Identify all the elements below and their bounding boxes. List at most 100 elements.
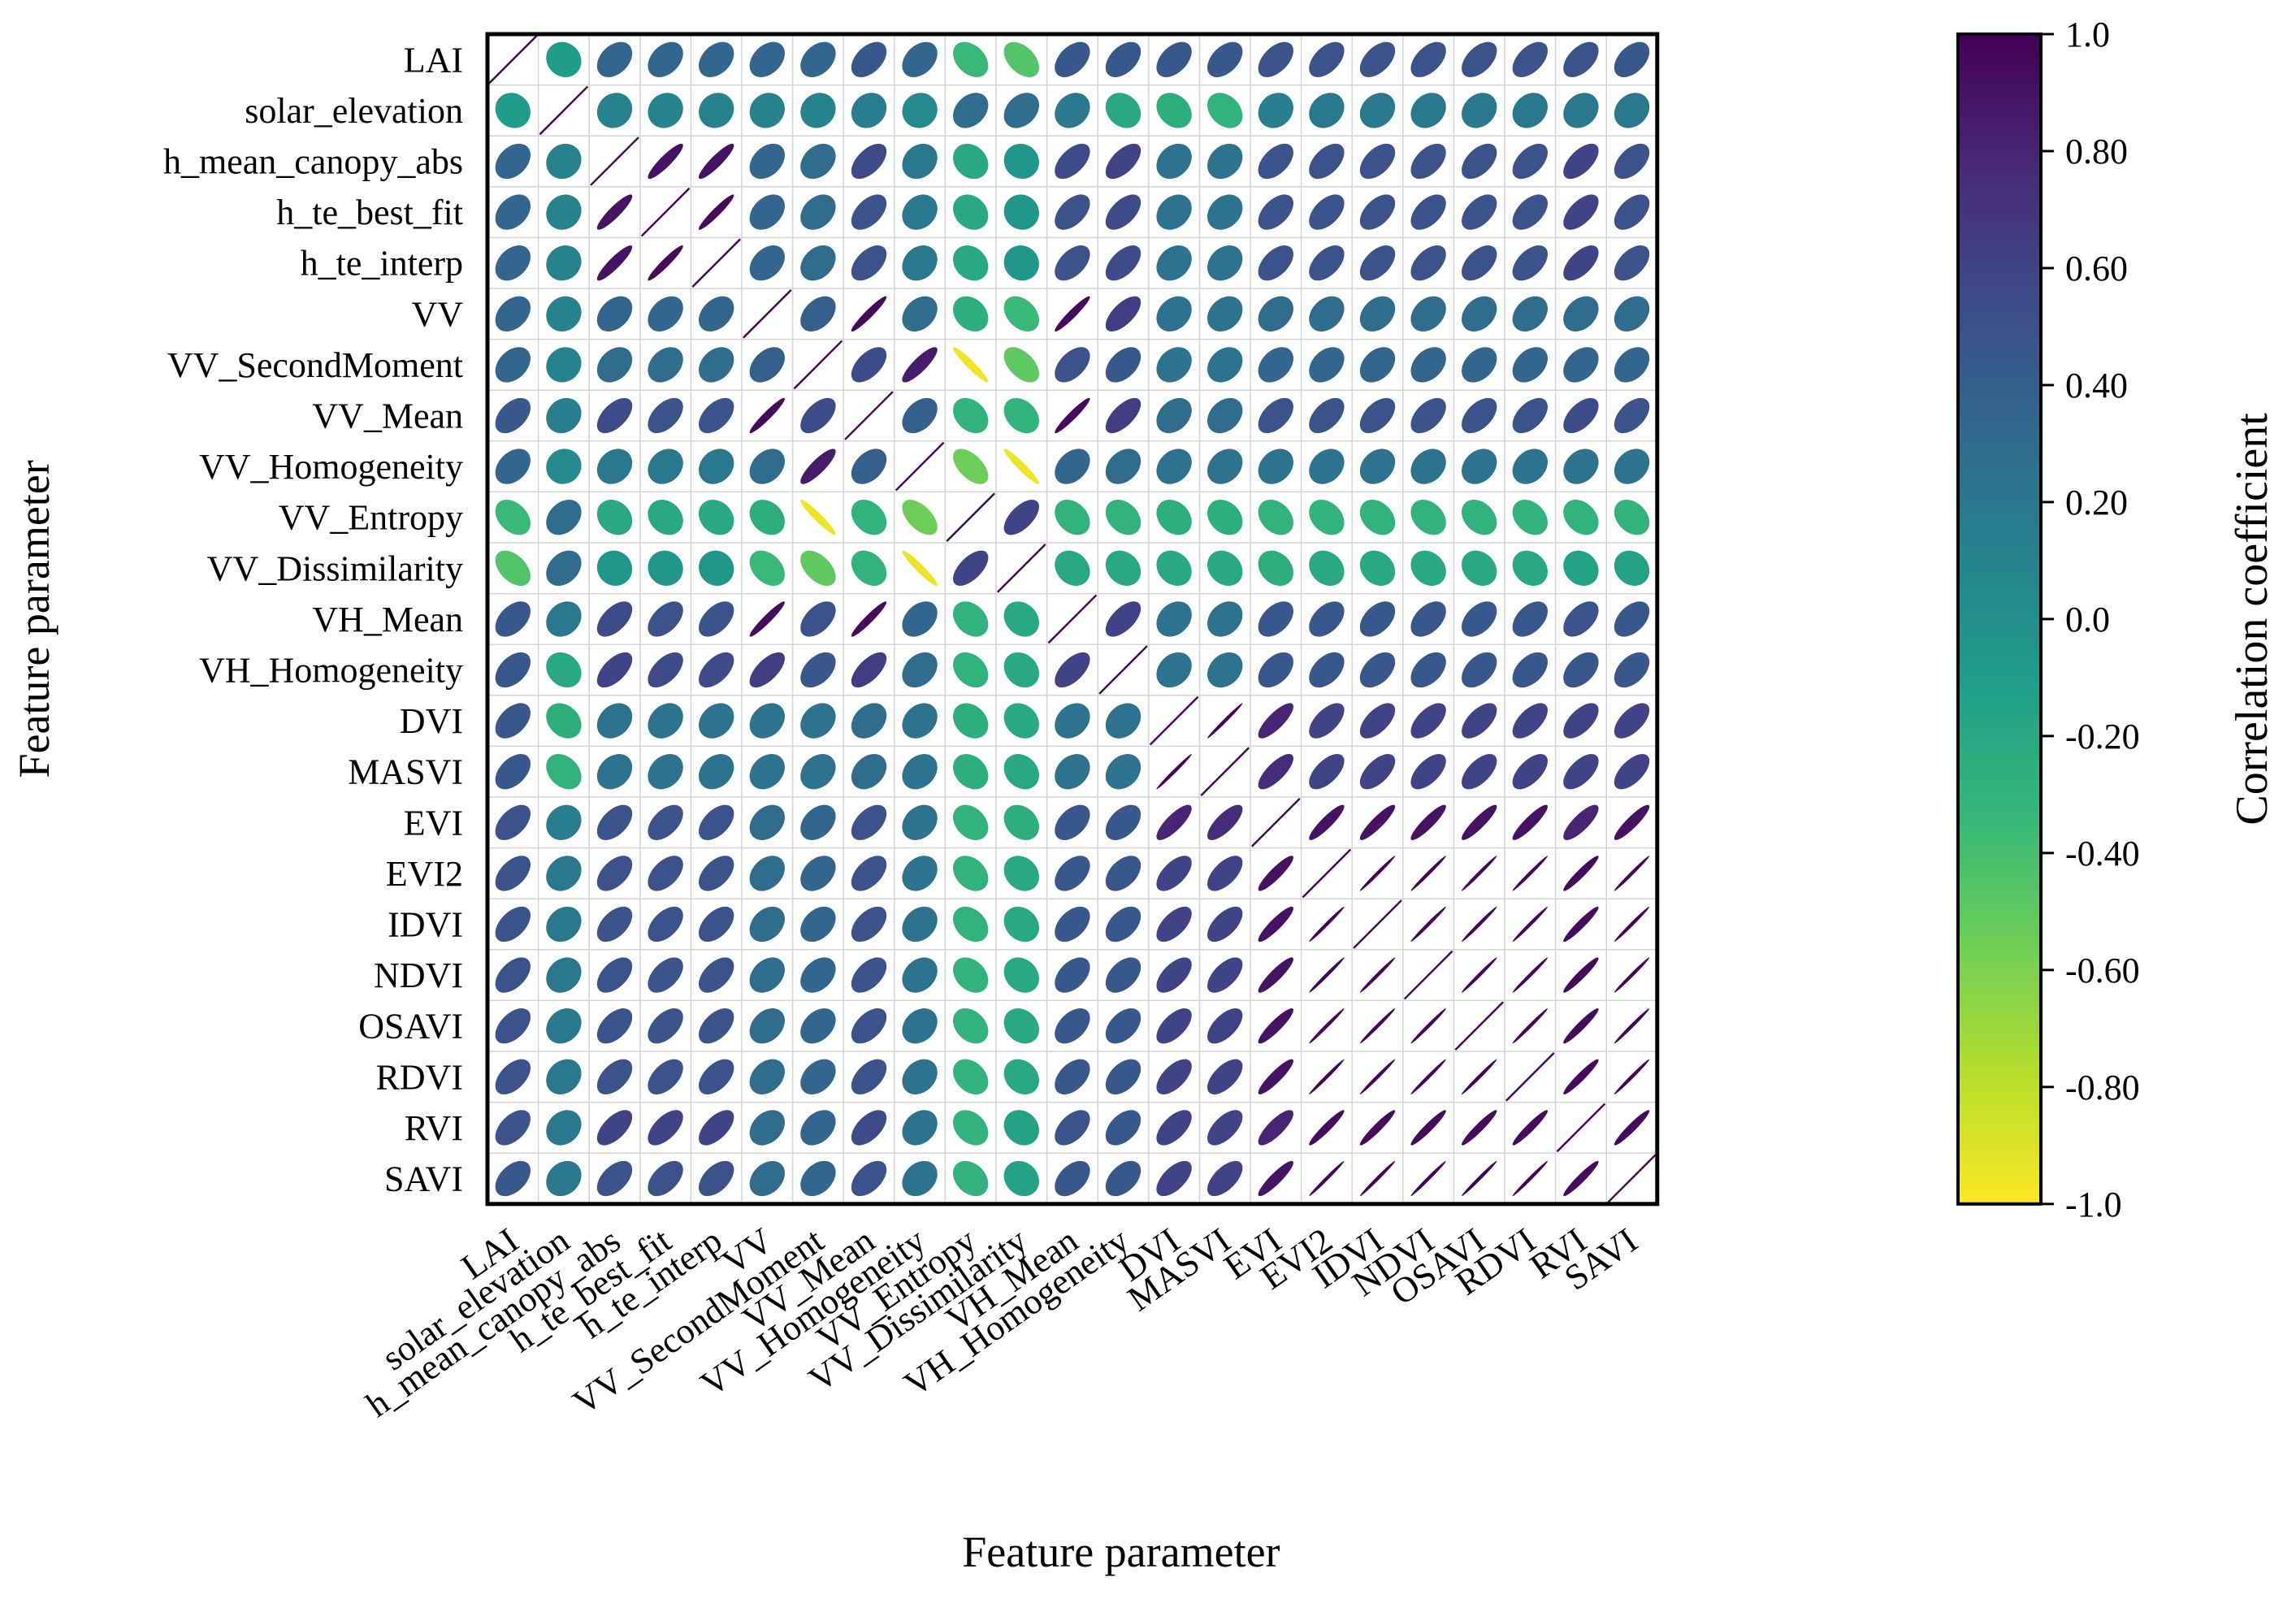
matrix-cell-VV_Homogeneity-solar_elevation	[546, 448, 582, 484]
matrix-cell-solar_elevation-NDVI	[1410, 93, 1446, 128]
matrix-cell-VV_Homogeneity-VV	[749, 448, 785, 484]
matrix-cell-MASVI-VV_Mean	[851, 754, 887, 790]
matrix-cell-RVI-RVI	[1556, 1103, 1606, 1153]
matrix-cell-OSAVI-RVI	[1563, 1008, 1599, 1044]
matrix-cell-VV-RVI	[1563, 296, 1599, 332]
matrix-cell-VV-h_te_interp	[699, 296, 734, 332]
matrix-cell-LAI-MASVI	[1207, 41, 1243, 77]
matrix-cell-VV_Entropy-DVI	[1156, 500, 1192, 535]
matrix-cell-VV-EVI2	[1309, 296, 1345, 332]
matrix-cell-MASVI-solar_elevation	[546, 754, 582, 790]
matrix-cell-VV_Dissimilarity-VH_Homogeneity	[1105, 550, 1142, 586]
matrix-cell-DVI-OSAVI	[1462, 703, 1497, 739]
matrix-cell-VV_Homogeneity-MASVI	[1207, 448, 1243, 484]
matrix-cell-h_te_best_fit-RVI	[1563, 194, 1599, 230]
matrix-cell-VV_Mean-IDVI	[1359, 397, 1396, 434]
matrix-cell-NDVI-EVI	[1258, 957, 1293, 993]
matrix-cell-h_te_best_fit-EVI	[1258, 194, 1293, 230]
matrix-cell-EVI2-IDVI	[1359, 856, 1396, 891]
matrix-cell-VV_Mean-EVI	[1258, 397, 1293, 434]
matrix-cell-solar_elevation-VH_Mean	[1055, 93, 1090, 128]
matrix-cell-VH_Homogeneity-OSAVI	[1462, 652, 1497, 688]
matrix-cell-LAI-solar_elevation	[546, 41, 582, 77]
matrix-cell-h_te_best_fit-EVI2	[1309, 194, 1345, 230]
matrix-cell-RVI-h_te_interp	[699, 1110, 734, 1146]
matrix-cell-MASVI-LAI	[495, 754, 531, 790]
matrix-cell-RDVI-RDVI	[1505, 1052, 1555, 1102]
matrix-cell-VV_Mean-LAI	[495, 397, 531, 434]
matrix-cell-LAI-VV	[749, 41, 785, 77]
matrix-cell-IDVI-VV	[749, 906, 785, 942]
matrix-cell-VV_Mean-h_te_interp	[699, 397, 734, 434]
matrix-cell-IDVI-VV_SecondMoment	[800, 906, 836, 942]
matrix-cell-VH_Mean-RDVI	[1512, 601, 1548, 637]
matrix-cell-h_mean_canopy_abs-VV_SecondMoment	[800, 143, 836, 180]
matrix-cell-VV_SecondMoment-EVI	[1258, 347, 1293, 383]
matrix-cell-EVI2-EVI	[1258, 856, 1293, 891]
matrix-cell-VV_Dissimilarity-h_te_interp	[699, 550, 734, 586]
matrix-cell-VV_Homogeneity-VV_Homogeneity	[895, 441, 945, 492]
matrix-cell-VV-SAVI	[1614, 296, 1650, 332]
matrix-cell-MASVI-EVI	[1258, 754, 1293, 790]
matrix-cell-VH_Mean-OSAVI	[1462, 601, 1497, 637]
matrix-cell-NDVI-NDVI	[1403, 950, 1453, 1000]
matrix-cell-h_te_best_fit-SAVI	[1614, 194, 1650, 230]
matrix-cell-MASVI-VV_Entropy	[953, 754, 989, 790]
matrix-cell-VV_Homogeneity-h_te_best_fit	[648, 448, 683, 484]
matrix-cell-LAI-IDVI	[1359, 41, 1396, 77]
matrix-cell-RDVI-DVI	[1156, 1059, 1192, 1094]
matrix-cell-MASVI-MASVI	[1200, 747, 1250, 796]
matrix-cell-NDVI-DVI	[1156, 957, 1192, 993]
matrix-cell-IDVI-VV_Homogeneity	[902, 906, 938, 942]
matrix-cell-EVI-RVI	[1563, 804, 1599, 840]
matrix-cell-h_te_interp-h_te_interp	[691, 238, 741, 288]
matrix-cell-VV_Mean-RDVI	[1512, 397, 1548, 434]
matrix-cell-h_te_best_fit-h_mean_canopy_abs	[596, 194, 633, 230]
matrix-cell-VV_SecondMoment-VV	[749, 347, 785, 383]
matrix-cell-EVI2-MASVI	[1207, 856, 1243, 891]
matrix-cell-h_mean_canopy_abs-IDVI	[1359, 143, 1396, 180]
row-label-VV: VV	[411, 294, 463, 334]
row-label-OSAVI: OSAVI	[358, 1007, 463, 1046]
matrix-cell-VV_Entropy-EVI	[1258, 500, 1293, 535]
matrix-cell-OSAVI-LAI	[495, 1008, 531, 1044]
matrix-cell-VV_Homogeneity-h_mean_canopy_abs	[596, 448, 633, 484]
matrix-cell-EVI2-solar_elevation	[546, 856, 582, 891]
matrix-cell-EVI-h_mean_canopy_abs	[596, 804, 633, 840]
matrix-cell-LAI-VV_Dissimilarity	[1003, 41, 1039, 77]
colorbar-tick-label: 0.20	[2065, 483, 2128, 522]
matrix-cell-VH_Mean-MASVI	[1207, 601, 1243, 637]
matrix-cell-VH_Mean-IDVI	[1359, 601, 1396, 637]
matrix-cell-VH_Mean-h_te_best_fit	[648, 601, 683, 637]
matrix-cell-SAVI-DVI	[1156, 1160, 1192, 1197]
matrix-cell-RDVI-h_te_best_fit	[648, 1059, 683, 1094]
matrix-cell-VV_Entropy-solar_elevation	[546, 500, 582, 535]
matrix-cell-DVI-RVI	[1563, 703, 1599, 739]
row-label-solar_elevation: solar_elevation	[245, 91, 463, 131]
matrix-cell-h_te_interp-VV_Mean	[851, 245, 887, 281]
matrix-cell-h_te_best_fit-VV	[749, 194, 785, 230]
matrix-cell-h_mean_canopy_abs-EVI	[1258, 143, 1293, 180]
matrix-cell-VV-IDVI	[1359, 296, 1396, 332]
matrix-cell-h_te_best_fit-VV_Homogeneity	[902, 194, 938, 230]
matrix-cell-h_te_best_fit-NDVI	[1410, 194, 1446, 230]
matrix-cell-h_te_best_fit-MASVI	[1207, 194, 1243, 230]
matrix-cell-VV_Mean-VV_Dissimilarity	[1003, 397, 1039, 434]
matrix-cell-EVI-VV_Homogeneity	[902, 804, 938, 840]
matrix-cell-VV_SecondMoment-RVI	[1563, 347, 1599, 383]
matrix-cell-RVI-h_te_best_fit	[648, 1110, 683, 1146]
matrix-cell-EVI-LAI	[495, 804, 531, 840]
matrix-cell-NDVI-h_te_interp	[699, 957, 734, 993]
x-axis-title: Feature parameter	[962, 1528, 1280, 1576]
matrix-cell-VV_Entropy-VV_Entropy	[946, 492, 995, 542]
matrix-cell-SAVI-solar_elevation	[546, 1160, 582, 1197]
matrix-cell-h_te_best_fit-VV_Entropy	[953, 194, 989, 230]
matrix-cell-MASVI-VV_Dissimilarity	[1003, 754, 1039, 790]
matrix-cell-h_mean_canopy_abs-h_te_best_fit	[648, 143, 683, 180]
matrix-cell-VV_Mean-MASVI	[1207, 397, 1243, 434]
matrix-cell-EVI2-EVI2	[1302, 848, 1352, 899]
matrix-cell-DVI-RDVI	[1512, 703, 1548, 739]
matrix-cell-solar_elevation-solar_elevation	[539, 85, 589, 136]
matrix-cell-h_te_interp-EVI	[1258, 245, 1293, 281]
matrix-cell-EVI2-VV_Entropy	[953, 856, 989, 891]
